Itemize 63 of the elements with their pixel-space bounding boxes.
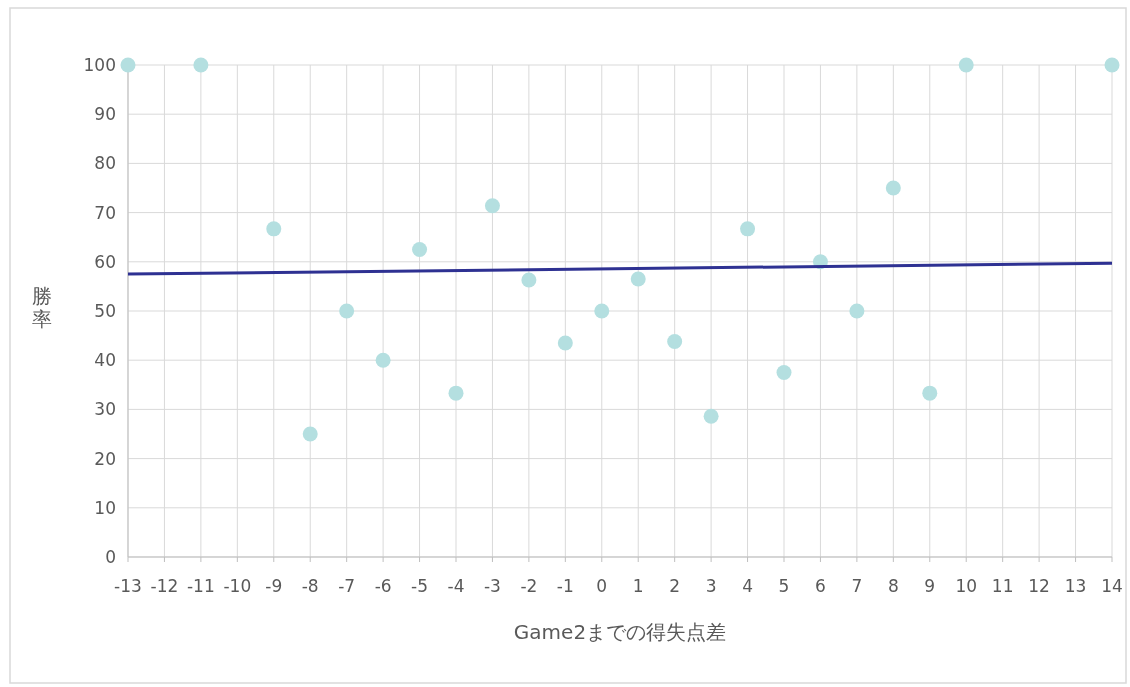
x-tick-label: -7 xyxy=(338,576,356,596)
point xyxy=(776,365,792,380)
point xyxy=(339,303,355,319)
point xyxy=(922,385,938,401)
x-tick-label: -8 xyxy=(301,576,319,596)
x-tick-label: 1 xyxy=(632,576,644,596)
x-tick-label: 13 xyxy=(1064,576,1087,596)
y-tick-label: 60 xyxy=(94,251,116,272)
x-tick-label: -10 xyxy=(223,576,252,596)
point xyxy=(1104,57,1120,73)
y-tick-label: 50 xyxy=(94,301,116,321)
point xyxy=(120,57,136,73)
x-tick-label: 2 xyxy=(669,576,681,596)
point xyxy=(302,426,318,442)
y-tick-label: 70 xyxy=(94,202,116,223)
y-tick-label: 80 xyxy=(94,153,116,174)
x-tick-label: 4 xyxy=(742,576,753,596)
x-tick-label: 9 xyxy=(924,576,936,596)
point xyxy=(630,271,646,287)
y-tick-label: 30 xyxy=(94,399,116,420)
point xyxy=(375,352,391,368)
point xyxy=(484,198,500,214)
point xyxy=(667,334,683,349)
y-tick-label: 90 xyxy=(94,104,116,125)
x-axis-title: Game2までの得失点差 xyxy=(513,620,727,644)
x-tick-label: 7 xyxy=(851,576,863,596)
x-tick-label: -12 xyxy=(150,576,179,596)
x-tick-label: 0 xyxy=(596,576,608,596)
x-tick-label: 3 xyxy=(705,576,717,596)
x-tick-label: -11 xyxy=(187,576,215,596)
point xyxy=(266,221,282,237)
point xyxy=(193,57,209,73)
x-tick-label: 5 xyxy=(778,576,790,596)
y-tick-label: 20 xyxy=(94,448,116,469)
point xyxy=(849,303,865,319)
y-tick-label: 0 xyxy=(105,547,116,567)
x-tick-label: 12 xyxy=(1028,576,1050,596)
point xyxy=(885,180,901,196)
x-tick-label: 8 xyxy=(887,576,899,596)
point xyxy=(412,242,428,257)
x-tick-label: 11 xyxy=(991,576,1014,596)
x-tick-label: -3 xyxy=(483,576,501,596)
point xyxy=(557,335,573,351)
y-tick-label: 100 xyxy=(83,55,116,75)
point xyxy=(594,303,610,319)
point xyxy=(958,57,974,73)
x-tick-label: 6 xyxy=(815,576,826,596)
y-tick-label: 40 xyxy=(94,350,116,371)
point xyxy=(740,221,756,237)
x-tick-label: 14 xyxy=(1101,576,1123,596)
x-tick-label: -2 xyxy=(520,576,538,596)
x-tick-label: -13 xyxy=(114,576,142,596)
x-tick-label: -6 xyxy=(374,576,392,596)
x-tick-label: -5 xyxy=(411,576,429,596)
point xyxy=(448,385,464,401)
point xyxy=(521,272,537,288)
y-axis-title: 勝率 xyxy=(32,284,52,331)
x-tick-label: -1 xyxy=(556,576,574,596)
x-tick-label: 10 xyxy=(955,576,978,596)
x-tick-label: -9 xyxy=(265,576,283,596)
y-tick-label: 10 xyxy=(94,497,116,518)
point xyxy=(703,408,719,424)
x-tick-label: -4 xyxy=(447,576,465,596)
